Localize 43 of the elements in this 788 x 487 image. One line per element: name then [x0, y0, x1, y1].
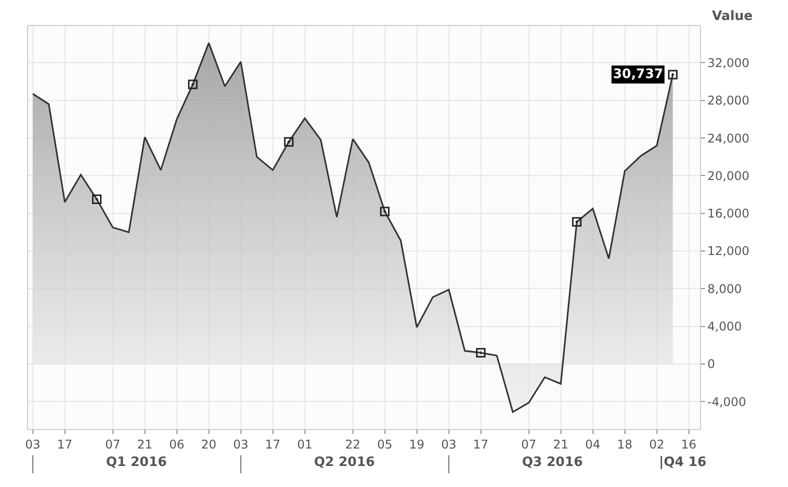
- point: [92, 194, 102, 204]
- point: [380, 206, 390, 216]
- y-tick-label: 0: [707, 357, 716, 372]
- x-tick-label: 17: [473, 437, 488, 452]
- y-tick-label: 32,000: [707, 56, 750, 70]
- x-tick-label: 03: [25, 437, 40, 452]
- text: |Q4 16: [659, 455, 706, 470]
- x-tick-label: 01: [297, 437, 312, 452]
- y-tick-label: 12,000: [707, 244, 750, 258]
- text: Q3 2016: [522, 455, 583, 470]
- x-tick-label: 03: [233, 437, 248, 452]
- y-tick-label: 24,000: [707, 131, 750, 146]
- x-tick-label: 17: [265, 437, 280, 452]
- x-tick-label: 21: [553, 437, 568, 452]
- x-tick-label: 21: [137, 437, 152, 452]
- point: [476, 348, 486, 358]
- point: [284, 137, 294, 147]
- point: [668, 70, 678, 80]
- text: Q1 2016: [106, 455, 167, 470]
- x-tick-label: 22: [345, 437, 360, 452]
- y-tick-label: 20,000: [707, 168, 750, 183]
- point: [572, 217, 582, 227]
- x-tick-label: 19: [409, 437, 424, 452]
- x-tick-label: 02: [649, 437, 664, 452]
- x-tick-label: 05: [377, 437, 392, 452]
- x-tick-label: 03: [441, 437, 456, 452]
- point: [188, 80, 198, 90]
- x-tick-label: 06: [169, 437, 184, 452]
- y-axis-title: Value: [712, 9, 753, 24]
- x-tick-label: 17: [57, 437, 72, 452]
- y-tick-label: 16,000: [707, 206, 750, 221]
- x-tick-label: 07: [105, 437, 120, 452]
- x-tick-label: 20: [201, 437, 216, 452]
- text: Q2 2016: [314, 455, 375, 470]
- y-tick-label: 28,000: [707, 94, 750, 108]
- x-tick-label: 18: [617, 437, 632, 452]
- x-tick-label: 16: [681, 437, 696, 452]
- y-tick-label: 4,000: [707, 320, 742, 334]
- y-tick-label: -4,000: [707, 394, 746, 409]
- y-tick-label: 8,000: [707, 282, 742, 296]
- x-tick-label: 07: [521, 437, 536, 452]
- data-label: 30,737: [613, 67, 664, 82]
- x-tick-label: 04: [585, 437, 600, 452]
